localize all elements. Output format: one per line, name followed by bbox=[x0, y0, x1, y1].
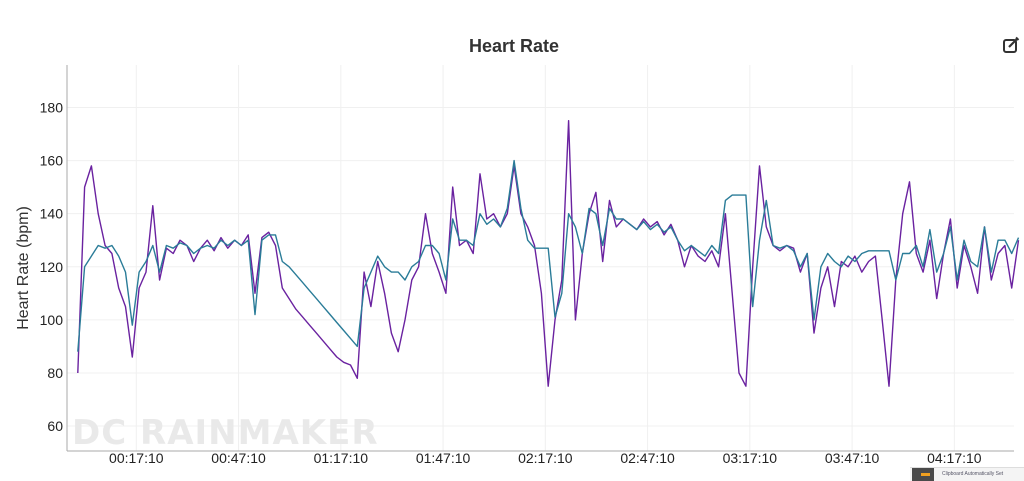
x-tick-label: 01:17:10 bbox=[314, 450, 369, 466]
series-group bbox=[77, 120, 1020, 387]
y-tick-label: 100 bbox=[40, 312, 64, 328]
x-tick-label: 00:47:10 bbox=[211, 450, 266, 466]
series-line-2 bbox=[77, 159, 1020, 352]
clipboard-arrow-icon bbox=[912, 468, 934, 481]
y-tick-label: 120 bbox=[40, 259, 64, 275]
x-tick-label: 01:47:10 bbox=[416, 450, 471, 466]
y-axis-label: Heart Rate (bpm) bbox=[15, 206, 32, 330]
x-tick-label: 03:17:10 bbox=[723, 450, 778, 466]
x-tick-label: 04:17:10 bbox=[927, 450, 982, 466]
y-ticks: 60 80 100 120 140 160 180 bbox=[40, 99, 64, 434]
clipboard-notification[interactable]: Clipboard Automatically Set bbox=[910, 467, 1024, 481]
watermark: DC RAINMAKER bbox=[72, 413, 379, 453]
y-tick-label: 60 bbox=[47, 418, 63, 434]
x-tick-label: 00:17:10 bbox=[109, 450, 164, 466]
chart-title: Heart Rate bbox=[469, 36, 559, 56]
x-ticks: 00:17:10 00:47:10 01:17:10 01:47:10 02:17:10… bbox=[109, 450, 982, 466]
x-tick-label: 03:47:10 bbox=[825, 450, 880, 466]
y-tick-label: 180 bbox=[40, 99, 64, 115]
y-tick-label: 140 bbox=[40, 206, 64, 222]
edit-pencil-icon[interactable] bbox=[1002, 36, 1020, 54]
x-tick-label: 02:47:10 bbox=[620, 450, 675, 466]
y-tick-label: 80 bbox=[47, 365, 63, 381]
notification-title: Clipboard Automatically Set bbox=[942, 471, 1004, 477]
y-tick-label: 160 bbox=[40, 153, 64, 169]
x-tick-label: 02:17:10 bbox=[518, 450, 573, 466]
